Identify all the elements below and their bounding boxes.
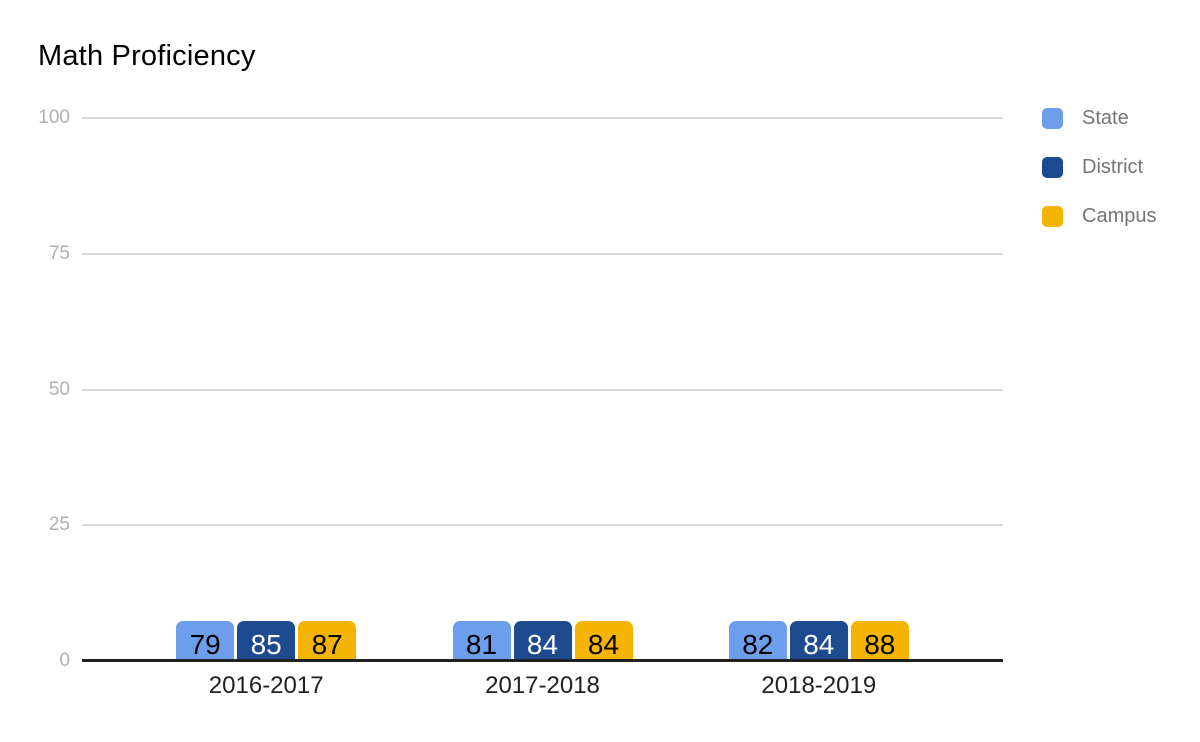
x-axis-line bbox=[82, 659, 1003, 662]
bar-district[interactable]: 85 bbox=[237, 621, 296, 661]
bar-value-label: 88 bbox=[864, 629, 896, 660]
bar-value-label: 85 bbox=[250, 629, 282, 660]
y-axis-tick-label: 75 bbox=[48, 242, 70, 264]
bar-group: 79 85 87 bbox=[176, 621, 357, 661]
bar-state[interactable]: 82 bbox=[728, 621, 787, 661]
y-axis-labels: 0 25 50 75 100 bbox=[0, 108, 70, 671]
x-axis-category-label: 2017-2018 bbox=[485, 672, 600, 699]
legend-label: State bbox=[1082, 107, 1129, 129]
gridline bbox=[82, 117, 1003, 119]
bar-district[interactable]: 84 bbox=[789, 621, 848, 661]
legend-swatch bbox=[1042, 108, 1063, 129]
chart-title: Math Proficiency bbox=[38, 40, 256, 72]
y-axis-tick-label: 25 bbox=[48, 514, 70, 536]
bar-campus[interactable]: 87 bbox=[298, 621, 357, 661]
bar-group: 82 84 88 bbox=[728, 621, 909, 661]
x-axis-labels: 2016-2017 2017-2018 2018-2019 bbox=[82, 672, 1003, 706]
legend: State District Campus bbox=[1042, 107, 1156, 254]
bar-value-label: 84 bbox=[803, 629, 835, 660]
legend-item[interactable]: State bbox=[1042, 107, 1156, 130]
bar-value-label: 87 bbox=[311, 629, 343, 660]
bar-value-label: 82 bbox=[742, 629, 774, 660]
y-axis-tick-label: 100 bbox=[38, 107, 70, 128]
bar-value-label: 84 bbox=[526, 629, 559, 660]
x-axis-category-label: 2018-2019 bbox=[761, 672, 877, 699]
y-axis-tick-label: 0 bbox=[59, 650, 70, 671]
y-axis-tick-label: 50 bbox=[48, 378, 70, 400]
bar-state[interactable]: 79 bbox=[176, 621, 235, 661]
legend-item[interactable]: Campus bbox=[1042, 205, 1156, 228]
bar-value-label: 81 bbox=[465, 629, 498, 660]
bar-value-label: 84 bbox=[587, 629, 620, 660]
legend-label: Campus bbox=[1082, 205, 1157, 227]
legend-swatch bbox=[1042, 206, 1063, 227]
bar-group: 81 84 84 bbox=[452, 621, 633, 661]
bar-state[interactable]: 81 bbox=[452, 621, 511, 661]
gridline bbox=[82, 388, 1003, 391]
bar-district[interactable]: 84 bbox=[513, 621, 572, 661]
bar-campus[interactable]: 84 bbox=[574, 621, 633, 661]
x-axis-category-label: 2016-2017 bbox=[208, 672, 324, 699]
bar-campus[interactable]: 88 bbox=[850, 621, 909, 661]
legend-item[interactable]: District bbox=[1042, 156, 1156, 179]
legend-label: District bbox=[1082, 156, 1144, 178]
gridline bbox=[82, 252, 1003, 255]
legend-swatch bbox=[1042, 157, 1063, 178]
bar-value-label: 79 bbox=[189, 629, 221, 660]
plot-area: 79 85 87 81 84 84 82 84 88 bbox=[82, 117, 1003, 662]
gridline bbox=[82, 524, 1003, 527]
